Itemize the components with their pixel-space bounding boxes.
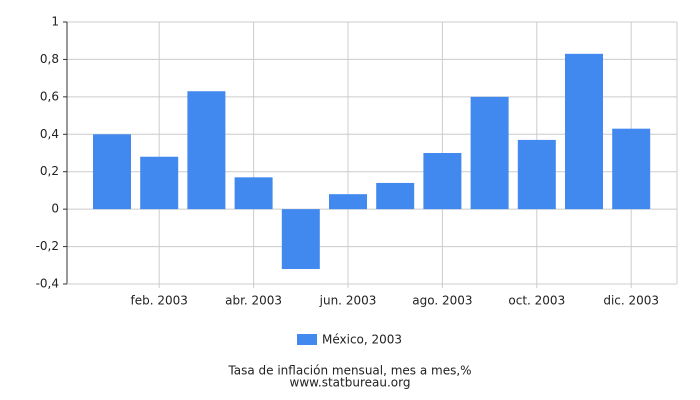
legend-swatch	[297, 334, 317, 345]
bar	[140, 156, 179, 210]
legend-label: México, 2003	[322, 333, 402, 347]
bar	[376, 182, 415, 210]
y-tick-label: 0,2	[40, 164, 59, 178]
x-tick-label: abr. 2003	[225, 294, 282, 308]
bar	[423, 153, 462, 210]
bar	[329, 194, 367, 210]
y-tick-label: 0,4	[40, 127, 59, 141]
x-tick-label: jun. 2003	[319, 294, 377, 308]
x-tick-label: feb. 2003	[130, 294, 187, 308]
y-tick-label: 0,6	[40, 89, 59, 103]
x-tick-label: dic. 2003	[603, 294, 659, 308]
bar	[517, 139, 556, 210]
bar	[281, 209, 320, 270]
footer-title: Tasa de inflación mensual, mes a mes,%	[227, 364, 471, 378]
y-tick-label: -0,4	[36, 277, 59, 291]
y-tick-label: 1	[51, 15, 59, 29]
x-tick-label: oct. 2003	[508, 294, 565, 308]
bar	[93, 134, 131, 210]
bar	[612, 128, 651, 210]
bar	[565, 53, 603, 210]
y-tick-label: -0,2	[36, 239, 59, 253]
footer-source: www.statbureau.org	[290, 376, 411, 390]
y-tick-label: 0,8	[40, 52, 59, 66]
bar	[470, 96, 509, 210]
x-tick-label: ago. 2003	[412, 294, 472, 308]
bar	[187, 91, 226, 210]
y-tick-label: 0	[51, 202, 59, 216]
bar	[234, 177, 273, 210]
